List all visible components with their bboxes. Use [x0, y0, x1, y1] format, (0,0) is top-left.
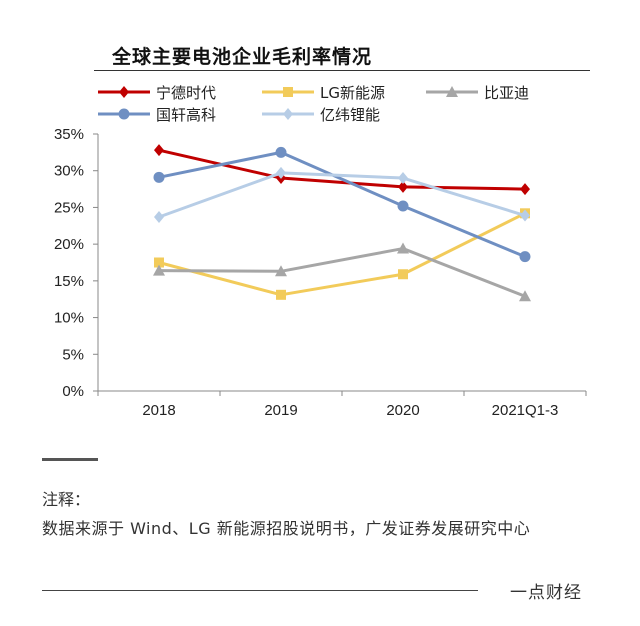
data-point — [154, 210, 164, 223]
data-point — [398, 269, 408, 280]
data-point — [520, 209, 530, 222]
data-point — [276, 166, 286, 179]
series-3 — [153, 146, 531, 263]
y-tick-label: 25% — [54, 199, 84, 216]
series-line — [158, 247, 526, 298]
brand-label: 一点财经 — [510, 583, 582, 603]
data-point — [397, 242, 409, 254]
series-line — [158, 148, 526, 191]
y-tick-label: 15% — [54, 273, 84, 290]
title-divider — [94, 70, 590, 71]
legend-item: 比亚迪 — [426, 84, 529, 102]
series-layer — [153, 144, 531, 302]
chart-title: 全球主要电池企业毛利率情况 — [112, 46, 373, 68]
legend-marker — [119, 86, 129, 98]
data-point — [520, 183, 530, 196]
x-tick-label: 2018 — [142, 402, 175, 419]
y-tick-label: 5% — [62, 346, 84, 363]
series-0 — [154, 144, 530, 196]
legend-item: LG新能源 — [262, 84, 385, 102]
data-point — [398, 180, 408, 193]
series-line — [158, 211, 526, 297]
note-label: 注释： — [42, 490, 91, 509]
x-tick-label: 2021Q1-3 — [492, 402, 559, 419]
y-tick-label: 10% — [54, 310, 84, 327]
y-tick-label: 20% — [54, 236, 84, 253]
series-line — [158, 171, 526, 219]
data-point — [275, 146, 287, 158]
legend-marker — [446, 86, 458, 97]
data-point — [397, 200, 409, 212]
x-tick-label: 2020 — [386, 402, 419, 419]
note-text: 数据来源于 Wind、LG 新能源招股说明书，广发证券发展研究中心 — [42, 519, 531, 538]
data-point — [153, 264, 165, 276]
data-point — [398, 172, 408, 185]
legend-label: LG新能源 — [320, 84, 385, 102]
legend-label: 亿纬锂能 — [320, 106, 380, 124]
data-point — [519, 290, 531, 302]
data-point — [519, 251, 531, 263]
legend-label: 比亚迪 — [484, 84, 529, 102]
legend-marker — [283, 108, 293, 120]
series-line — [158, 150, 526, 259]
legend-label: 宁德时代 — [156, 84, 216, 102]
y-tick-label: 30% — [54, 163, 84, 180]
series-2 — [153, 242, 531, 302]
data-point — [153, 171, 165, 183]
legend-label: 国轩高科 — [156, 106, 216, 124]
axes: 0% 5% 10% 15% 20% 25% 30% 35% 2018 2019 2020 2021Q1… — [54, 126, 587, 419]
legend-item: 宁德时代 — [98, 84, 216, 102]
data-point — [275, 265, 287, 277]
legend-item: 国轩高科 — [98, 106, 216, 124]
series-1 — [154, 208, 530, 300]
y-tick-label: 0% — [62, 383, 84, 400]
data-point — [154, 257, 164, 268]
x-tick-label: 2019 — [264, 402, 297, 419]
legend-item: 亿纬锂能 — [262, 106, 380, 124]
legend-marker — [283, 87, 293, 97]
section-divider — [42, 458, 98, 461]
data-point — [276, 289, 286, 300]
series-4 — [154, 166, 530, 223]
footer-divider — [42, 590, 478, 591]
legend-marker — [118, 108, 130, 120]
y-tick-label: 35% — [54, 126, 84, 143]
data-point — [154, 144, 164, 157]
